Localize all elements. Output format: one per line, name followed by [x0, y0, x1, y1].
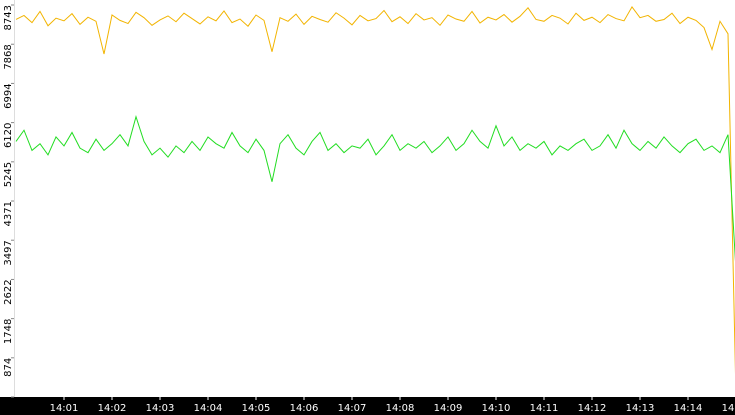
x-tick-label: 14:07 [338, 403, 367, 414]
y-tick-label: 4371 [3, 201, 14, 226]
x-tick-label: 14:08 [386, 403, 415, 414]
x-tick-label: 14:14 [674, 403, 703, 414]
y-tick-label: 6120 [3, 123, 14, 148]
x-tick-label: 14:13 [626, 403, 655, 414]
x-tick-label: 14:04 [194, 403, 223, 414]
x-tick-label: 14:06 [290, 403, 319, 414]
x-tick-label: 14:12 [578, 403, 607, 414]
x-tick-label: 14:01 [50, 403, 79, 414]
series-line [15, 115, 735, 262]
y-tick-label: 2622 [3, 279, 14, 304]
x-tick-label: 14:09 [434, 403, 463, 414]
y-tick-label: 0 [3, 397, 14, 403]
x-tick-label: 14:11 [530, 403, 559, 414]
y-tick-label: 1748 [3, 319, 14, 344]
x-tick-label: 14:02 [98, 403, 127, 414]
y-tick-label: 7868 [3, 44, 14, 69]
y-tick-label: 6994 [3, 83, 14, 108]
x-axis-bar [0, 397, 735, 415]
x-tick-label: 14:05 [242, 403, 271, 414]
y-tick-label: 874 [3, 358, 14, 377]
y-tick-label: 5245 [3, 162, 14, 187]
x-tick-label: 14:15 [722, 403, 735, 414]
y-tick-label: 3497 [3, 240, 14, 265]
y-tick-label: 8743 [3, 5, 14, 30]
series-line [15, 6, 735, 375]
x-tick-label: 14:03 [146, 403, 175, 414]
x-tick-label: 14:10 [482, 403, 511, 414]
